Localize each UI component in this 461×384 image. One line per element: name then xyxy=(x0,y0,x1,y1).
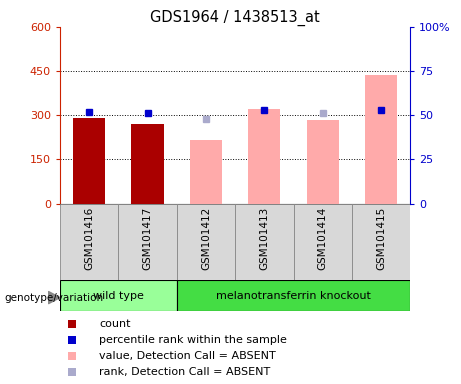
Text: value, Detection Call = ABSENT: value, Detection Call = ABSENT xyxy=(99,351,276,361)
Polygon shape xyxy=(48,291,60,304)
Text: GSM101414: GSM101414 xyxy=(318,207,328,270)
Bar xyxy=(307,120,339,204)
Text: genotype/variation: genotype/variation xyxy=(5,293,104,303)
Text: count: count xyxy=(99,319,130,329)
Bar xyxy=(352,204,410,280)
Text: GSM101417: GSM101417 xyxy=(142,207,153,270)
Bar xyxy=(365,76,397,204)
Bar xyxy=(60,204,118,280)
Title: GDS1964 / 1438513_at: GDS1964 / 1438513_at xyxy=(150,9,320,25)
Text: rank, Detection Call = ABSENT: rank, Detection Call = ABSENT xyxy=(99,367,270,377)
Text: percentile rank within the sample: percentile rank within the sample xyxy=(99,335,287,345)
Bar xyxy=(248,109,280,204)
Bar xyxy=(235,204,294,280)
Bar xyxy=(177,204,235,280)
Bar xyxy=(118,204,177,280)
Text: wild type: wild type xyxy=(93,291,144,301)
Bar xyxy=(60,280,177,311)
Text: GSM101412: GSM101412 xyxy=(201,207,211,270)
Bar xyxy=(73,118,105,204)
Text: GSM101413: GSM101413 xyxy=(259,207,269,270)
Bar xyxy=(131,124,164,204)
Text: melanotransferrin knockout: melanotransferrin knockout xyxy=(216,291,371,301)
Bar xyxy=(190,140,222,204)
Text: GSM101416: GSM101416 xyxy=(84,207,94,270)
Text: GSM101415: GSM101415 xyxy=(376,207,386,270)
Bar xyxy=(294,204,352,280)
Bar xyxy=(177,280,410,311)
